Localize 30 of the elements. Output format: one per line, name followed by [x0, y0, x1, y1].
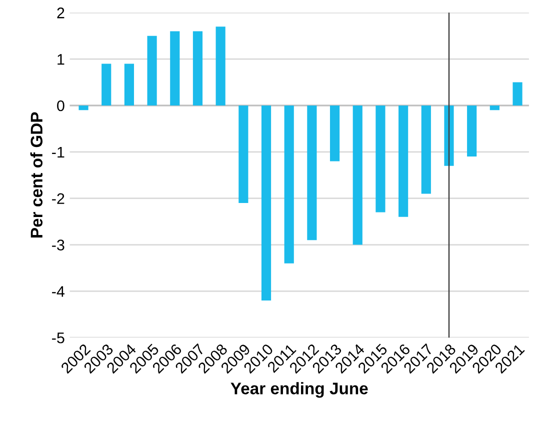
bar	[307, 106, 317, 240]
y-tick-label: -2	[52, 193, 64, 204]
bar	[421, 106, 431, 194]
bar	[444, 106, 454, 166]
y-axis-title: Per cent of GDP	[30, 112, 43, 238]
bar	[398, 106, 408, 217]
y-tick-label: 0	[57, 100, 64, 112]
bar	[352, 106, 362, 245]
bar	[467, 106, 477, 157]
y-tick-label: -4	[52, 286, 65, 297]
bar	[216, 26, 226, 106]
bar	[376, 106, 386, 212]
bar	[330, 106, 340, 162]
bar	[124, 64, 134, 106]
bar	[490, 106, 500, 110]
y-tick-label: 1	[58, 54, 64, 65]
bar	[78, 106, 88, 110]
x-axis-title: Year ending June	[230, 382, 368, 398]
y-tick-label: -1	[52, 146, 64, 158]
bar	[238, 106, 248, 203]
bar	[284, 106, 294, 264]
bar	[147, 36, 157, 106]
bar	[102, 64, 112, 106]
y-tick-label: -3	[52, 240, 64, 250]
bar	[512, 82, 522, 106]
bar	[192, 31, 203, 106]
bar	[261, 106, 272, 300]
y-tick-label: -5	[52, 332, 64, 344]
bar	[170, 31, 180, 106]
y-tick-label: 2	[57, 8, 64, 18]
